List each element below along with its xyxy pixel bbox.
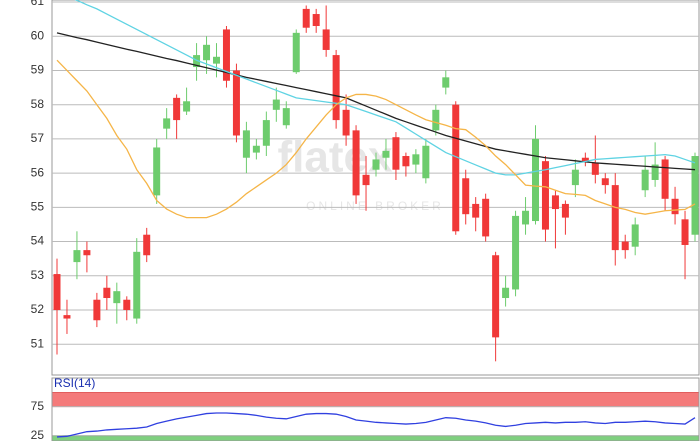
candle-body [232,70,240,136]
candle-body [222,29,230,81]
y-tick-label: 53 [31,268,45,282]
candle-body [362,174,370,186]
watermark: ONLINE BROKER [306,199,444,213]
candle-body [153,147,161,196]
candle-body [302,8,310,28]
rsi-line [56,412,696,438]
y-tick-label: 58 [31,97,45,111]
candle-body [611,185,619,251]
candle-body [103,287,111,299]
candle-body [412,154,420,165]
main-plot: flatex ONLINE BROKER [52,0,699,362]
candle-body [53,274,61,310]
candle-body [262,120,270,146]
candle-body [73,250,81,263]
candle-body [342,109,350,136]
y-tick-label: 59 [31,63,45,77]
rsi-plot [52,392,699,441]
candle-body [93,299,101,321]
candle-body [63,315,71,319]
y-tick-label: 51 [31,336,45,350]
rsi-plot-area [51,377,700,441]
candle-body [661,159,669,199]
candle-body [671,198,679,215]
candle-body [432,109,440,131]
candle-body [691,156,699,235]
candle-body [402,156,410,167]
candle-body [372,159,380,170]
candle-body [312,14,320,27]
candle-body [651,164,659,180]
moving-average-line [56,59,696,219]
candle-body [601,178,609,186]
candle-body [532,138,539,222]
candle-body [143,234,151,256]
y-tick-label: 52 [31,302,45,316]
candle-body [163,118,171,129]
candle-body [322,29,330,50]
candle-body [352,130,360,196]
candle-body [252,145,260,153]
y-tick-label: 75 [31,399,45,413]
candle-body [472,203,480,218]
y-tick-label: 25 [31,428,45,441]
y-tick-label: 61 [31,0,45,8]
candle-body [561,203,569,218]
oversold-band [52,435,699,441]
rsi-title: RSI(14) [54,376,95,390]
y-tick-label: 55 [31,200,45,214]
candle-body [392,137,400,170]
candle-body [641,169,649,191]
candle-body [522,210,530,225]
y-tick-label: 60 [31,28,45,42]
y-tick-label: 56 [31,165,45,179]
candle-body [591,162,599,175]
overbought-band [52,392,699,408]
candle-body [442,77,450,88]
candle-body [183,101,191,112]
candle-body [681,219,689,245]
candle-body [571,169,579,186]
candle-body [213,56,220,64]
candle-body [203,44,211,61]
candle-body [462,178,470,215]
y-tick-label: 54 [31,234,45,248]
candle-body [282,108,290,126]
candle-body [492,255,500,338]
candle-body [631,224,639,247]
candle-body [173,97,181,121]
candle-body [292,32,300,73]
y-tick-label: 57 [31,131,45,145]
candle-body [551,195,559,210]
candle-body [113,291,121,304]
candle-body [422,145,430,179]
moving-average-line [74,0,696,176]
candle-body [133,251,141,319]
candle-body [272,99,280,110]
candle-body [242,130,250,158]
candle-body [581,157,589,162]
candle-body [452,104,460,232]
candle-body [193,55,201,68]
candle-body [382,150,390,158]
moving-average-line [56,32,696,171]
candle-body [83,250,91,256]
candle-body [541,161,549,230]
candle-body [502,287,510,299]
candle-body [482,198,490,237]
candle-body [621,241,629,251]
candle-body [512,215,520,290]
candle-body [123,299,131,310]
candle-body [332,55,340,121]
